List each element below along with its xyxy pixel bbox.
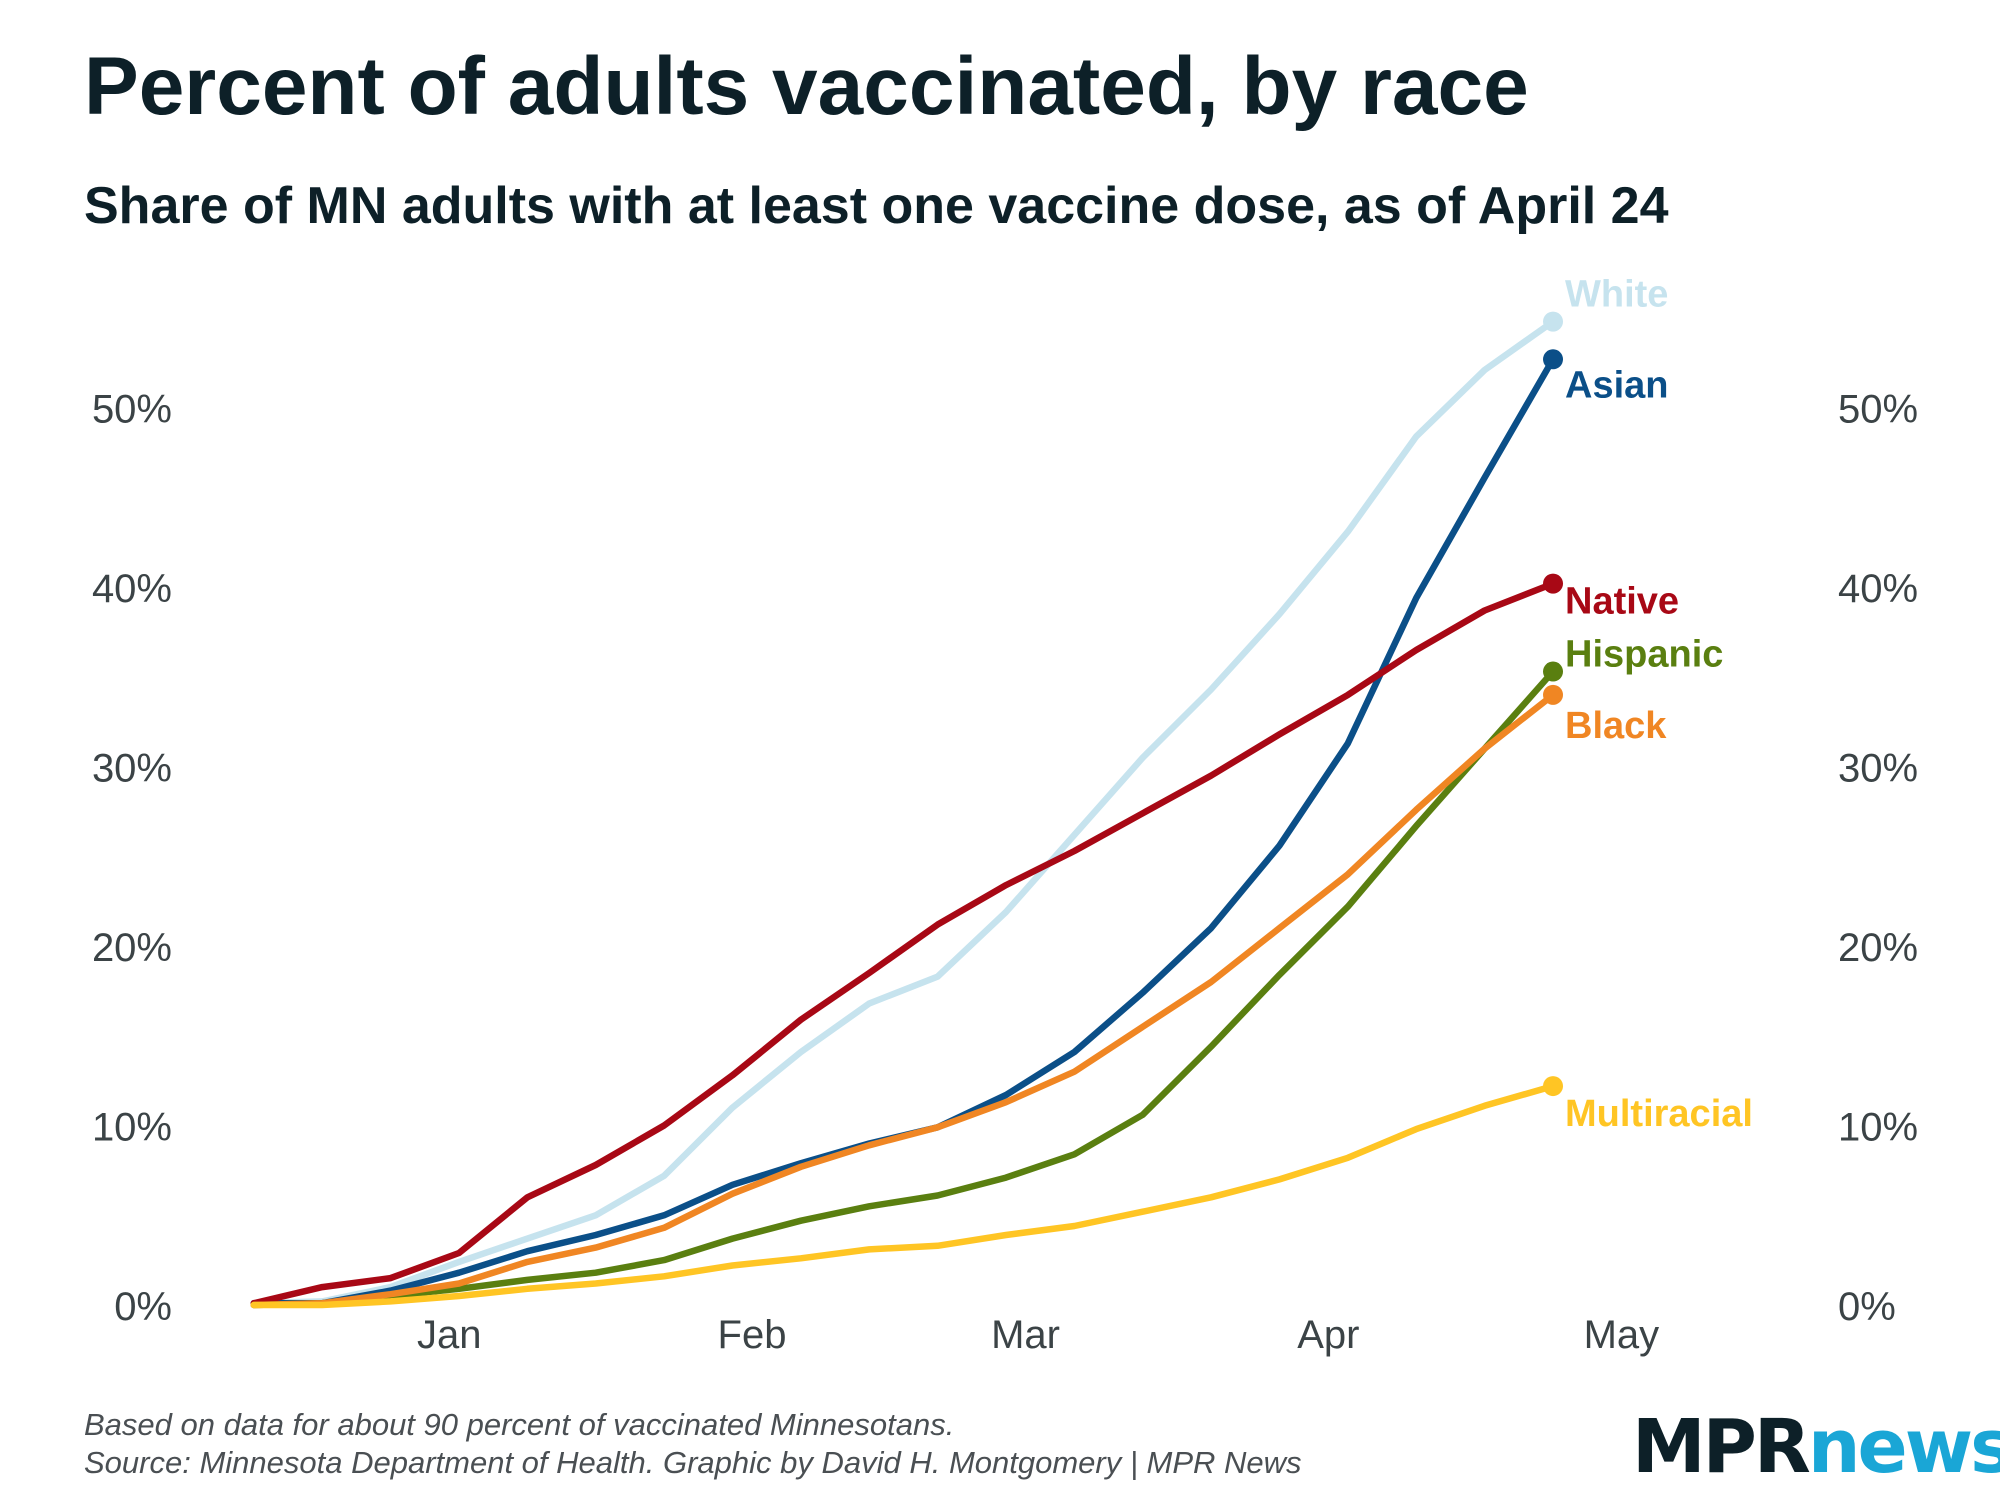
x-tick-label: Mar <box>991 1313 1060 1357</box>
series-end-point-white <box>1543 311 1564 332</box>
series-end-point-multiracial <box>1543 1076 1564 1097</box>
series-label-native: Native <box>1565 581 1679 623</box>
y-tick-label-left: 10% <box>92 1106 172 1150</box>
y-tick-label-left: 40% <box>92 567 172 611</box>
footnote-note: Based on data for about 90 percent of va… <box>84 1407 955 1442</box>
series-labels: White Asian Native Hispanic Black Multiracial <box>1565 274 1753 1135</box>
footnote: Based on data for about 90 percent of va… <box>84 1406 1302 1482</box>
logo-text-mpr: MPR <box>1632 1404 1811 1490</box>
series-label-asian: Asian <box>1565 364 1668 406</box>
series-end-markers <box>1543 311 1564 1097</box>
series-end-point-asian <box>1543 349 1564 370</box>
x-tick-label: Apr <box>1297 1313 1359 1357</box>
chart-title: Percent of adults vaccinated, by race <box>84 41 1529 132</box>
y-tick-label-left: 50% <box>92 388 172 432</box>
y-tick-label-right: 50% <box>1838 388 1918 432</box>
x-tick-label: Jan <box>417 1313 482 1357</box>
y-tick-label-right: 0% <box>1838 1285 1896 1329</box>
series-line-white <box>250 318 1557 1307</box>
y-tick-label-right: 10% <box>1838 1106 1918 1150</box>
series-line-multiracial <box>250 1082 1557 1309</box>
series-label-hispanic: Hispanic <box>1565 634 1723 676</box>
y-tick-label-right: 40% <box>1838 567 1918 611</box>
y-tick-label-left: 0% <box>114 1285 172 1329</box>
series-lines <box>250 318 1557 1309</box>
series-line-native <box>250 580 1557 1307</box>
series-label-white: White <box>1565 274 1668 316</box>
series-line-asian <box>250 356 1557 1307</box>
mpr-news-logo: MPRnews <box>1632 1410 2000 1484</box>
y-tick-label-right: 20% <box>1838 926 1918 970</box>
series-line-black <box>250 691 1557 1309</box>
series-end-point-black <box>1543 684 1564 705</box>
y-axis-left: 0% 10% 20% 30% 40% 50% <box>92 388 172 1329</box>
footnote-source: Source: Minnesota Department of Health. … <box>84 1445 1302 1480</box>
series-label-black: Black <box>1565 705 1667 747</box>
y-axis-right: 0% 10% 20% 30% 40% 50% <box>1838 388 1918 1329</box>
y-tick-label-left: 20% <box>92 926 172 970</box>
x-tick-label: Feb <box>718 1313 787 1357</box>
y-tick-label-right: 30% <box>1838 747 1918 791</box>
chart-subtitle: Share of MN adults with at least one vac… <box>84 177 1669 235</box>
series-end-point-hispanic <box>1543 661 1564 682</box>
x-axis: Jan Feb Mar Apr May <box>417 1313 1659 1357</box>
x-tick-label: May <box>1584 1313 1660 1357</box>
series-end-point-native <box>1543 573 1564 594</box>
logo-text-news: news <box>1807 1404 2000 1490</box>
series-line-hispanic <box>250 668 1557 1309</box>
series-label-multiracial: Multiracial <box>1565 1093 1753 1135</box>
y-tick-label-left: 30% <box>92 747 172 791</box>
